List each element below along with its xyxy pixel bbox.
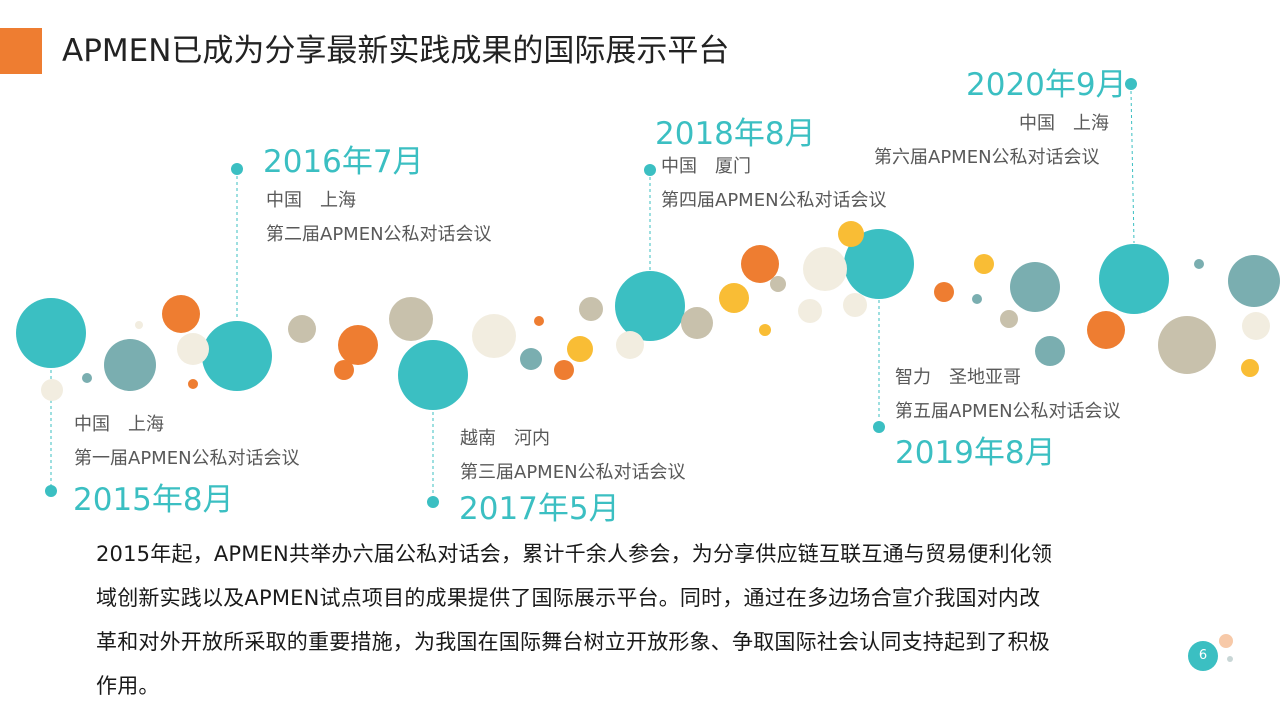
deco-bubble xyxy=(1010,262,1060,312)
event-5-date: 2019年8月 xyxy=(895,435,1056,471)
event-5-bubble xyxy=(844,229,914,299)
event-1-date: 2015年8月 xyxy=(73,482,234,518)
summary-line: 作用。 xyxy=(96,674,160,698)
deco-bubble xyxy=(567,336,593,362)
event-2-name: 第二届APMEN公私对话会议 xyxy=(266,224,492,245)
event-4-dot xyxy=(644,164,656,176)
page-number-badge: 6 xyxy=(1188,641,1218,671)
deco-bubble xyxy=(579,297,603,321)
deco-bubble xyxy=(759,324,771,336)
event-2-bubble xyxy=(202,321,272,391)
deco-bubble xyxy=(934,282,954,302)
deco-bubble xyxy=(104,339,156,391)
deco-bubble xyxy=(1194,259,1204,269)
event-4-bubble xyxy=(615,271,685,341)
deco-bubble xyxy=(843,293,867,317)
deco-bubble xyxy=(1242,312,1270,340)
deco-bubble xyxy=(803,247,847,291)
deco-bubble xyxy=(681,307,713,339)
event-4-date: 2018年8月 xyxy=(655,116,816,152)
deco-bubble xyxy=(838,221,864,247)
event-2-date: 2016年7月 xyxy=(263,144,424,180)
deco-bubble xyxy=(1219,634,1233,648)
event-6-connector xyxy=(1130,90,1135,244)
deco-bubble xyxy=(389,297,433,341)
event-1-location: 中国 上海 xyxy=(74,414,164,435)
title-accent-bar xyxy=(0,28,42,74)
event-6-dot xyxy=(1125,78,1137,90)
deco-bubble xyxy=(972,294,982,304)
deco-bubble xyxy=(1241,359,1259,377)
slide-title: APMEN已成为分享最新实践成果的国际展示平台 xyxy=(62,33,730,69)
deco-bubble xyxy=(1000,310,1018,328)
event-3-date: 2017年5月 xyxy=(459,491,620,527)
deco-bubble xyxy=(288,315,316,343)
event-3-dot xyxy=(427,496,439,508)
event-6-name: 第六届APMEN公私对话会议 xyxy=(874,147,1100,168)
event-1-name: 第一届APMEN公私对话会议 xyxy=(74,448,300,469)
deco-bubble xyxy=(472,314,516,358)
deco-bubble xyxy=(1035,336,1065,366)
deco-bubble xyxy=(719,283,749,313)
deco-bubble xyxy=(1158,316,1216,374)
event-1-dot xyxy=(45,485,57,497)
deco-bubble xyxy=(338,325,378,365)
event-5-dot xyxy=(873,421,885,433)
deco-bubble xyxy=(82,373,92,383)
event-6-date: 2020年9月 xyxy=(966,67,1127,103)
deco-bubble xyxy=(741,245,779,283)
event-3-location: 越南 河内 xyxy=(460,428,550,449)
event-5-location: 智力 圣地亚哥 xyxy=(895,367,1021,388)
summary-line: 2015年起，APMEN共举办六届公私对话会，累计千余人参会，为分享供应链互联互… xyxy=(96,542,1053,566)
summary-line: 域创新实践以及APMEN试点项目的成果提供了国际展示平台。同时，通过在多边场合宣… xyxy=(96,586,1041,610)
deco-bubble xyxy=(520,348,542,370)
deco-bubble xyxy=(177,333,209,365)
deco-bubble xyxy=(534,316,544,326)
deco-bubble xyxy=(162,295,200,333)
summary-line: 革和对外开放所采取的重要措施，为我国在国际舞台树立开放形象、争取国际社会认同支持… xyxy=(96,630,1050,654)
deco-bubble xyxy=(1227,656,1233,662)
event-6-location: 中国 上海 xyxy=(1019,113,1109,134)
deco-bubble xyxy=(41,379,63,401)
deco-bubble xyxy=(798,299,822,323)
deco-bubble xyxy=(770,276,786,292)
event-2-location: 中国 上海 xyxy=(266,190,356,211)
summary-paragraph: 2015年起，APMEN共举办六届公私对话会，累计千余人参会，为分享供应链互联互… xyxy=(96,532,1196,708)
event-3-name: 第三届APMEN公私对话会议 xyxy=(460,462,686,483)
event-6-bubble xyxy=(1099,244,1169,314)
event-5-name: 第五届APMEN公私对话会议 xyxy=(895,401,1121,422)
deco-bubble xyxy=(1228,255,1280,307)
event-3-bubble xyxy=(398,340,468,410)
deco-bubble xyxy=(974,254,994,274)
event-4-name: 第四届APMEN公私对话会议 xyxy=(661,190,887,211)
event-1-bubble xyxy=(16,298,86,368)
deco-bubble xyxy=(334,360,354,380)
event-4-location: 中国 厦门 xyxy=(661,156,751,177)
deco-bubble xyxy=(616,331,644,359)
deco-bubble xyxy=(188,379,198,389)
deco-bubble xyxy=(135,321,143,329)
event-2-dot xyxy=(231,163,243,175)
deco-bubble xyxy=(554,360,574,380)
deco-bubble xyxy=(1087,311,1125,349)
